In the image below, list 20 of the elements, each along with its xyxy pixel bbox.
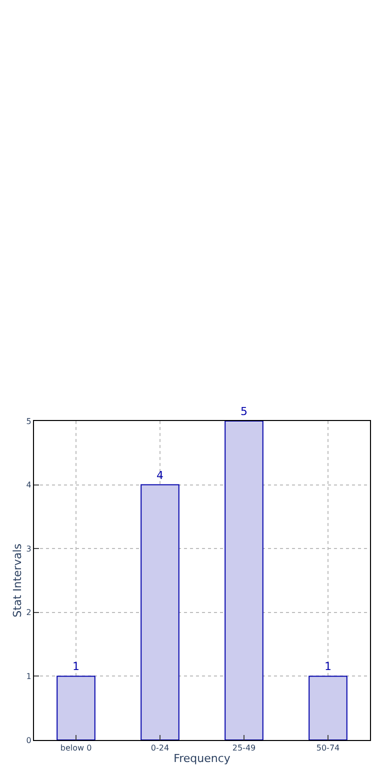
bar — [308, 676, 348, 740]
y-tick-label: 0 — [26, 736, 32, 745]
x-tick-label: below 0 — [60, 744, 92, 753]
x-tick-label: 25-49 — [232, 744, 256, 753]
bar — [224, 421, 264, 740]
data-label: 1 — [72, 660, 80, 674]
y-tick-label: 1 — [26, 672, 32, 681]
data-label: 4 — [156, 468, 164, 482]
y-tick-label: 4 — [26, 480, 32, 490]
x-tick-label: 50-74 — [316, 744, 340, 753]
data-label: 1 — [324, 660, 332, 674]
y-tick-label: 5 — [26, 416, 32, 426]
x-axis-title: Frequency — [174, 752, 231, 765]
y-axis-title: Stat Intervals — [10, 543, 24, 618]
bar — [56, 676, 96, 740]
bar — [140, 484, 180, 740]
x-tick-label: 0-24 — [150, 744, 170, 753]
data-label: 5 — [240, 405, 248, 418]
y-tick-label: 3 — [26, 544, 32, 554]
y-tick-label: 2 — [26, 608, 32, 618]
